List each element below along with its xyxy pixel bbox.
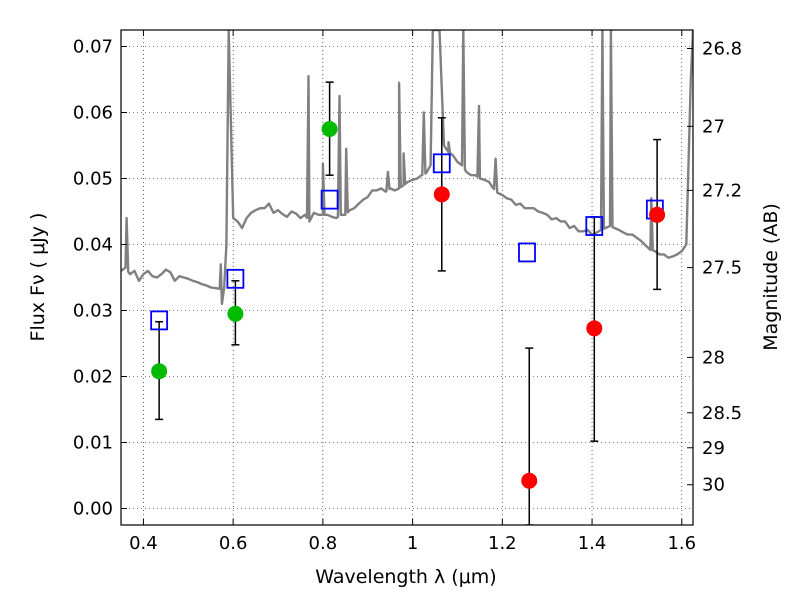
x-axis-label: Wavelength λ (μm) xyxy=(315,566,496,588)
y-axis-right-label: Magnitude (AB) xyxy=(760,203,782,351)
plot-frame xyxy=(120,29,694,526)
x-tick-label: 1.4 xyxy=(578,533,607,554)
y-right-tick-label: 26.8 xyxy=(702,38,742,59)
y-right-tick-label: 28.5 xyxy=(702,403,742,424)
axes: 0.4 0.6 0.8 1 1.2 1.4 1.6 0.00 0.01 0.02 0.03 0.04 0… xyxy=(73,30,742,554)
measured-flux-point xyxy=(227,305,244,322)
measured-flux-point xyxy=(649,206,666,223)
y-tick-label: 0.04 xyxy=(73,235,113,256)
model-spectrum-line xyxy=(121,30,693,306)
x-tick-label: 0.4 xyxy=(129,533,158,554)
y-tick-label: 0.05 xyxy=(73,169,113,190)
x-tick-label: 0.8 xyxy=(309,533,338,554)
y-right-tick-label: 29 xyxy=(702,438,725,459)
y-right-tick-label: 27.2 xyxy=(702,180,742,201)
model-photometry-square xyxy=(226,268,245,289)
measured-flux-point xyxy=(521,472,538,489)
model-photometry-square xyxy=(320,189,339,210)
y-tick-label: 0.03 xyxy=(73,301,113,322)
y-right-tick-label: 30 xyxy=(702,475,725,496)
y-tick-label: 0.02 xyxy=(73,367,113,388)
model-photometry-square xyxy=(150,310,169,331)
measured-flux-point xyxy=(151,363,168,380)
model-photometry-square xyxy=(585,216,604,236)
y-tick-label: 0.00 xyxy=(73,499,113,520)
model-photometry-square xyxy=(518,242,536,263)
grid-lines xyxy=(121,30,693,525)
y-right-tick-label: 27.5 xyxy=(702,258,742,279)
x-tick-label: 1 xyxy=(407,533,418,554)
y-axis-label: Flux Fν ( μJy ) xyxy=(27,213,49,342)
measured-flux-point xyxy=(433,186,450,203)
y-right-tick-label: 28 xyxy=(702,347,725,368)
x-tick-label: 0.6 xyxy=(219,533,248,554)
measured-flux-point xyxy=(586,320,603,337)
y-tick-label: 0.07 xyxy=(73,37,113,58)
y-right-tick-label: 27 xyxy=(702,116,725,137)
y-tick-label: 0.06 xyxy=(73,103,113,124)
y-tick-label: 0.01 xyxy=(73,433,113,454)
measured-flux-point xyxy=(321,121,338,137)
model-photometry-square xyxy=(432,153,451,174)
x-tick-label: 1.2 xyxy=(488,533,517,554)
x-tick-label: 1.6 xyxy=(667,533,696,554)
plot-area xyxy=(121,30,693,525)
